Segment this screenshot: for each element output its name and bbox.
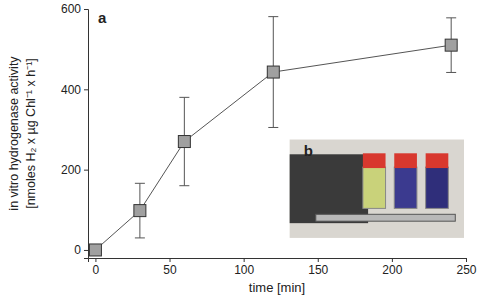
inset-background [290,140,464,238]
x-tick: 150 [308,258,328,277]
y-tick-label: 0 [74,243,81,257]
error-bar-part [135,237,145,238]
y-tick-label: 400 [61,83,81,97]
panel-label: a [98,9,107,26]
x-tick: 200 [382,258,402,277]
panel-label: b [304,142,313,159]
y-tick: 600 [61,2,88,16]
y-axis: 0 200 400 600 [61,2,89,258]
y-axis-title: [nmoles H₂ x µg Chl⁻¹ x h⁻¹] [24,58,38,209]
x-tick-mark [392,258,393,262]
inset-syringe [316,214,455,221]
x-tick-label: 50 [163,263,177,277]
y-tick-label: 200 [61,163,81,177]
y-axis-line [84,10,89,259]
y-tick: 400 [61,83,88,97]
x-tick: 0 [93,258,100,277]
data-line [95,45,451,250]
y-tick: 200 [61,163,88,177]
x-tick-label: 150 [308,263,328,277]
inset-cap [426,153,449,168]
inset-vial [426,167,449,208]
x-tick: 50 [163,258,177,277]
data-point [134,205,146,217]
y-tick-mark [84,89,88,90]
error-bar [179,97,189,185]
x-axis: 0 50 100 150 200 250 [89,258,477,277]
y-tick-mark [84,250,88,251]
x-tick-mark [95,258,96,262]
x-axis-line [89,259,467,263]
error-bar-part [268,16,278,17]
x-tick-label: 0 [93,263,100,277]
y-axis-title: in vitro hydrogenase activity [7,56,21,211]
inset-vial [363,167,386,208]
x-axis-title: time [min] [249,280,305,295]
x-tick-mark [244,258,245,262]
error-bar-part [446,72,456,73]
error-bar-part [135,183,145,184]
inset-vial [394,167,417,208]
error-bar [135,183,145,238]
y-tick: 0 [74,243,88,257]
inset-object [290,154,368,223]
x-tick: 100 [234,258,254,277]
data-point [89,244,101,256]
data-point [445,39,457,51]
y-tick-label: 600 [61,2,81,16]
error-bar [268,17,278,128]
x-tick-label: 100 [234,263,254,277]
x-tick-mark [318,258,319,262]
inset-cap [363,153,386,168]
data-point [178,136,190,148]
error-bar-part [268,127,278,128]
x-tick-mark [466,258,467,262]
x-tick-label: 250 [456,263,476,277]
inset-cap [394,153,417,168]
y-tick-mark [84,170,88,171]
x-tick-label: 200 [382,263,402,277]
data-point [267,66,279,78]
error-bar [446,18,456,73]
y-tick-mark [84,9,88,10]
inset-photo [290,140,464,238]
error-bar-part [179,97,189,98]
x-tick-mark [170,258,171,262]
error-bar-part [446,17,456,18]
x-tick: 250 [456,258,476,277]
error-bar-part [179,185,189,186]
plot-area [89,17,457,256]
